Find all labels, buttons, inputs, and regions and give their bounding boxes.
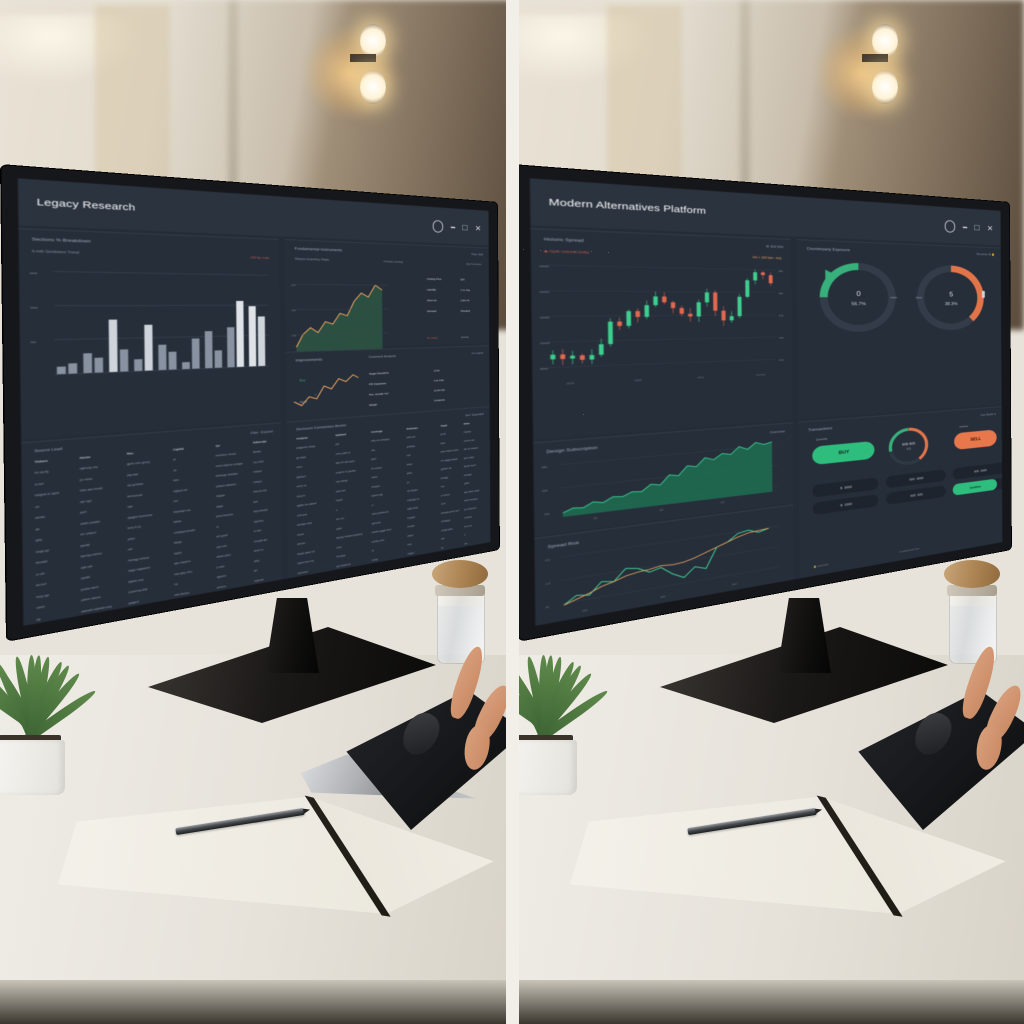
svg-text:2021: 2021 xyxy=(698,376,705,379)
svg-text:082: 082 xyxy=(778,270,783,273)
svg-text:Q2: Q2 xyxy=(659,508,663,512)
svg-text:30d: 30d xyxy=(660,595,665,599)
svg-text:14000: 14000 xyxy=(539,290,549,293)
svg-text:076: 076 xyxy=(779,336,784,339)
svg-text:4.5x: 4.5x xyxy=(291,309,296,312)
svg-text:250: 250 xyxy=(541,465,547,469)
svg-text:2020: 2020 xyxy=(635,379,642,382)
svg-text:250k: 250k xyxy=(30,306,38,309)
svg-text:90d: 90d xyxy=(732,582,737,586)
svg-text:Current: Current xyxy=(756,373,765,376)
svg-text:2.0: 2.0 xyxy=(545,558,550,562)
svg-text:EQ: EQ xyxy=(907,447,912,451)
svg-text:Q1: Q1 xyxy=(593,516,598,520)
svg-text:500k: 500k xyxy=(30,272,38,275)
svg-text:56.7%: 56.7% xyxy=(851,302,866,307)
svg-text:078: 078 xyxy=(779,314,784,317)
svg-text:38.3%: 38.3% xyxy=(945,302,958,306)
svg-text:5.5x: 5.5x xyxy=(291,284,296,287)
svg-text:0%: 0% xyxy=(545,512,550,516)
svg-text:1.0: 1.0 xyxy=(545,582,550,586)
svg-text:12000: 12000 xyxy=(539,316,549,319)
svg-text:2019: 2019 xyxy=(566,382,574,386)
svg-text:10d: 10d xyxy=(582,608,588,612)
svg-text:5: 5 xyxy=(949,291,953,298)
svg-text:0k0: 0k0 xyxy=(30,341,36,344)
svg-text:125: 125 xyxy=(542,489,548,493)
svg-text:3.5x: 3.5x xyxy=(292,334,297,337)
svg-text:080: 080 xyxy=(779,292,784,295)
svg-text:0+: 0+ xyxy=(546,605,550,609)
svg-text:10000: 10000 xyxy=(540,341,550,344)
svg-text:074: 074 xyxy=(779,359,784,362)
svg-text:606.905: 606.905 xyxy=(902,442,915,447)
svg-text:0: 0 xyxy=(856,291,860,298)
svg-text:Q3: Q3 xyxy=(721,501,725,504)
svg-text:16000: 16000 xyxy=(539,265,549,268)
svg-text:8000: 8000 xyxy=(540,367,548,371)
